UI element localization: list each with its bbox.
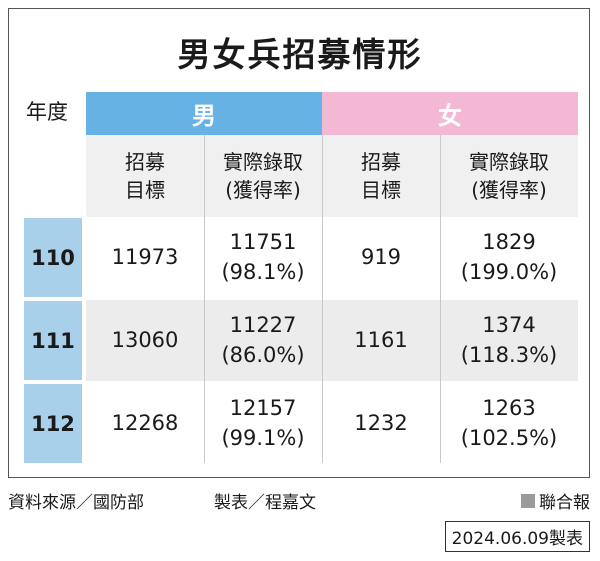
female-actual-header-line1: 實際錄取 — [469, 150, 549, 174]
column-divider — [204, 135, 205, 463]
brand-name: 聯合報 — [539, 493, 590, 513]
female-actual-110: 1829 (199.0%) — [440, 217, 578, 298]
female-actual-value: 1263 — [482, 396, 536, 421]
female-target-110: 919 — [360, 244, 402, 269]
maker-note: 製表／程嘉文 — [214, 493, 316, 513]
date-stamp: 2024.06.09製表 — [444, 521, 590, 552]
male-actual-header: 實際錄取 (獲得率) — [204, 135, 322, 217]
chart-title: 男女兵招募情形 — [177, 35, 423, 74]
column-divider — [322, 135, 323, 463]
female-actual-header: 實際錄取 (獲得率) — [440, 135, 578, 217]
male-group-header: 男 — [86, 92, 322, 135]
male-actual-value: 12157 — [229, 396, 297, 421]
year-cell-110: 110 — [24, 218, 82, 297]
source-note: 資料來源／國防部 — [8, 493, 144, 513]
subheader-row — [86, 135, 578, 217]
male-actual-header-line1: 實際錄取 — [223, 150, 303, 174]
female-actual-111: 1374 (118.3%) — [440, 300, 578, 381]
female-target-header: 招募 目標 — [322, 135, 440, 217]
year-column-label: 年度 — [26, 100, 68, 124]
male-target-header: 招募 目標 — [86, 135, 204, 217]
male-actual-header-line2: (獲得率) — [225, 178, 301, 202]
male-actual-110: 11751 (98.1%) — [204, 217, 322, 298]
male-rate-value: (99.1%) — [221, 425, 305, 450]
male-target-header-line2: 目標 — [125, 178, 165, 202]
female-actual-value: 1374 — [482, 313, 536, 338]
female-rate-value: (102.5%) — [460, 425, 558, 450]
male-actual-value: 11227 — [229, 313, 297, 338]
male-actual-112: 12157 (99.1%) — [204, 383, 322, 464]
year-cell-112: 112 — [24, 384, 82, 463]
male-target-112: 12268 — [111, 410, 179, 435]
male-target-110: 11973 — [111, 244, 179, 269]
female-actual-value: 1829 — [482, 230, 536, 255]
male-target-111: 13060 — [111, 327, 179, 352]
female-rate-value: (118.3%) — [460, 342, 558, 367]
female-rate-value: (199.0%) — [460, 259, 558, 284]
female-target-112: 1232 — [354, 410, 408, 435]
male-actual-111: 11227 (86.0%) — [204, 300, 322, 381]
female-target-header-line2: 目標 — [361, 178, 401, 202]
male-rate-value: (98.1%) — [221, 259, 305, 284]
male-target-header-line1: 招募 — [125, 150, 165, 174]
female-target-111: 1161 — [354, 327, 408, 352]
male-actual-value: 11751 — [229, 230, 297, 255]
column-divider — [440, 135, 441, 463]
female-group-header: 女 — [322, 92, 578, 135]
male-rate-value: (86.0%) — [221, 342, 305, 367]
brand-square-icon — [521, 493, 535, 508]
table-frame — [8, 8, 590, 478]
female-actual-header-line2: (獲得率) — [471, 178, 547, 202]
brand-label: 聯合報 — [521, 488, 590, 513]
female-actual-112: 1263 (102.5%) — [440, 383, 578, 464]
female-target-header-line1: 招募 — [361, 150, 401, 174]
table-row-bg-1 — [86, 300, 578, 381]
year-cell-111: 111 — [24, 301, 82, 380]
